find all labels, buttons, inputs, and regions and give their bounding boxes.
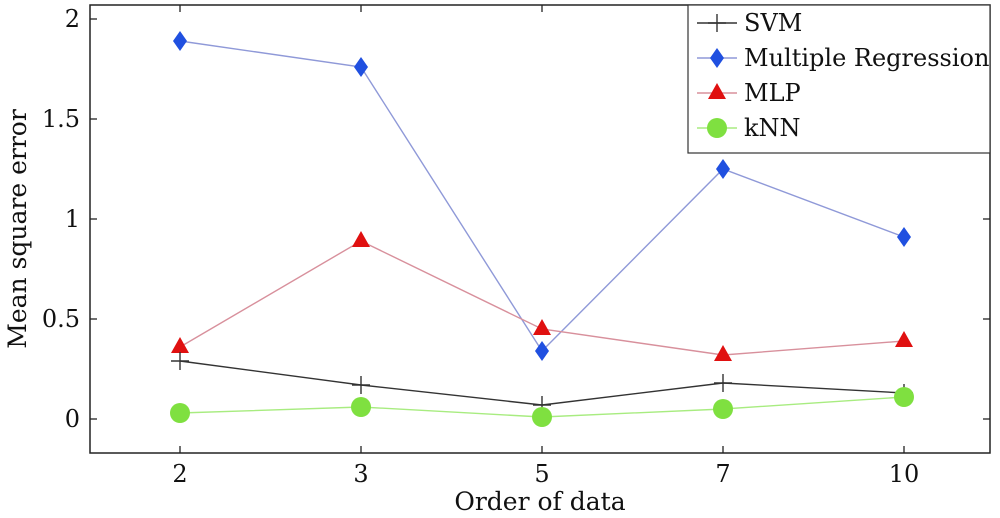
y-tick-label: 1 (65, 205, 80, 233)
series-line (179, 240, 905, 356)
data-point (714, 374, 732, 392)
plot-frame (89, 4, 991, 454)
data-point (716, 159, 730, 179)
legend-entry: kNN (697, 114, 801, 142)
legend-marker (710, 48, 724, 68)
series-knn (170, 387, 914, 427)
legend-marker (708, 83, 726, 99)
data-point (354, 57, 368, 77)
data-point (895, 331, 913, 347)
data-point (352, 231, 370, 247)
legend-label: MLP (744, 79, 801, 107)
y-axis-title: Mean square error (3, 109, 32, 349)
legend-label: Multiple Regression (744, 44, 989, 72)
data-point (171, 352, 189, 370)
y-tick-label: 2 (65, 5, 80, 33)
legend-label: kNN (744, 114, 801, 142)
legend-entry: Multiple Regression (697, 44, 989, 72)
data-point (894, 387, 914, 407)
series-multiple-regression (173, 31, 911, 361)
legend-marker (708, 14, 726, 32)
data-point (533, 319, 551, 335)
series-mlp (171, 231, 913, 361)
legend-marker (707, 118, 727, 138)
x-axis-title: Order of data (454, 487, 625, 516)
data-point (713, 399, 733, 419)
data-point (352, 376, 370, 394)
data-point (351, 397, 371, 417)
x-tick-label: 3 (353, 460, 368, 488)
legend-box (687, 4, 991, 154)
legend-entry: SVM (697, 9, 802, 37)
data-point (897, 227, 911, 247)
data-point (532, 407, 552, 427)
legend-label: SVM (744, 9, 802, 37)
series-layer (170, 31, 914, 427)
data-point (714, 345, 732, 361)
y-tick-label: 1.5 (42, 105, 80, 133)
x-axis: 2 3 5 7 10 (172, 5, 919, 488)
x-tick-label: 7 (715, 460, 730, 488)
series-svm (171, 352, 913, 414)
y-tick-label: 0.5 (42, 305, 80, 333)
y-axis: 0 0.5 1 1.5 2 (42, 5, 990, 433)
data-point (170, 403, 190, 423)
legend: SVM Multiple Regression MLP kNN (687, 4, 991, 154)
x-tick-label: 10 (889, 460, 920, 488)
x-tick-label: 2 (172, 460, 187, 488)
data-point (173, 31, 187, 51)
legend-entry: MLP (697, 79, 801, 107)
y-tick-label: 0 (65, 405, 80, 433)
x-tick-label: 5 (534, 460, 549, 488)
data-point (171, 337, 189, 353)
data-point (535, 341, 549, 361)
